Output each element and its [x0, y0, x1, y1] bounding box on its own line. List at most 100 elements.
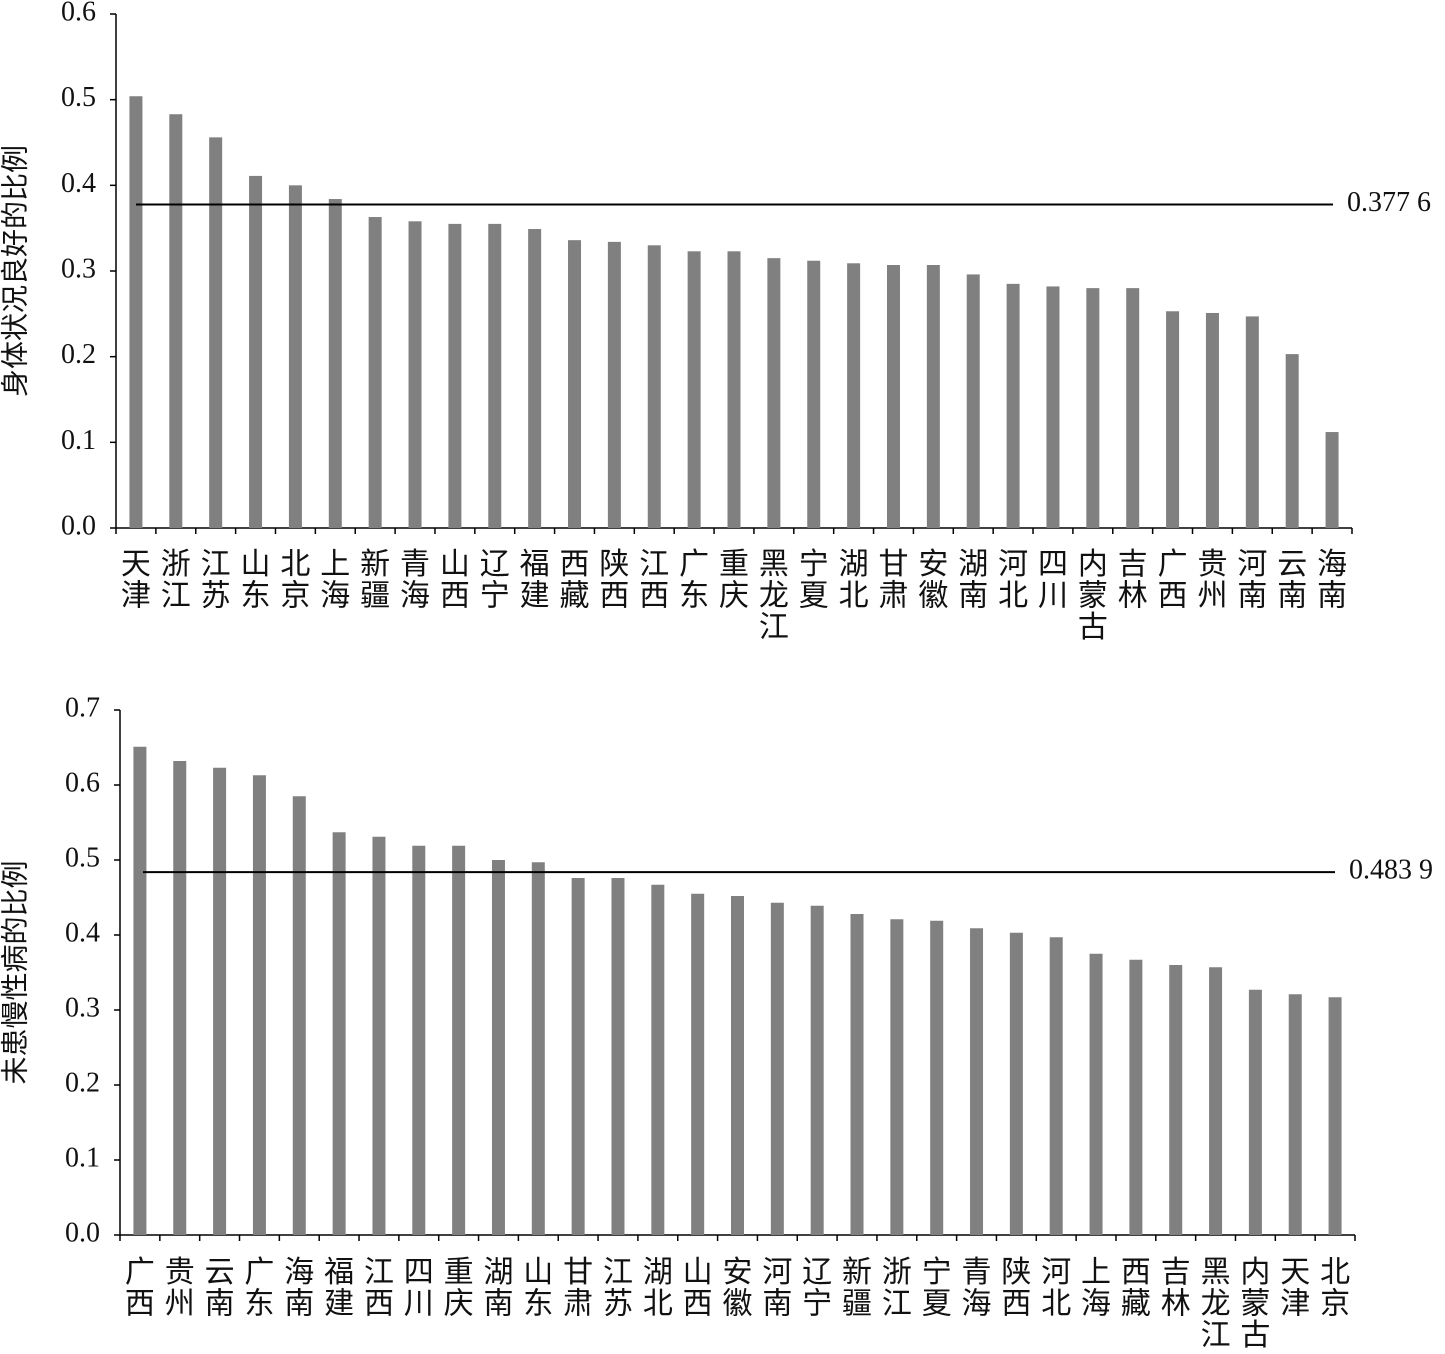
x-tick-label: 甘肃: [878, 548, 908, 613]
y-tick-label: 0.2: [65, 1067, 100, 1098]
bar: [412, 845, 426, 1235]
x-tick-label: 云南: [1277, 548, 1307, 613]
x-tick-label: 贵州: [165, 1256, 195, 1321]
bar: [1248, 989, 1262, 1235]
x-tick-label: 云南: [205, 1256, 235, 1321]
bar: [328, 199, 342, 529]
x-tick-label: 陕西: [599, 548, 629, 613]
x-tick-label: 上海: [320, 548, 350, 613]
x-tick-label: 广西: [1158, 548, 1188, 613]
x-tick-label: 安徽: [918, 548, 948, 613]
x-tick-label: 江苏: [201, 548, 231, 613]
x-tick-label: 湖南: [483, 1256, 513, 1321]
x-tick-label: 辽宁: [802, 1256, 832, 1321]
y-tick-label: 0.3: [65, 992, 100, 1023]
x-tick-label: 河南: [762, 1256, 792, 1321]
x-tick-label: 河南: [1237, 548, 1267, 613]
bar: [687, 251, 701, 528]
y-tick-label: 0.6: [61, 0, 96, 27]
bar: [691, 893, 705, 1235]
bar: [1129, 959, 1143, 1235]
bar: [1325, 432, 1339, 528]
x-tick-label: 河北: [998, 548, 1028, 613]
bar: [332, 832, 346, 1235]
chart: 0.0 0.1 0.2 0.3 0.4 0.5 0.6 天津浙江江苏山东北京上海新疆青海山西辽…: [0, 0, 1431, 644]
bar: [452, 845, 466, 1235]
bar: [488, 223, 502, 528]
x-tick-label: 新疆: [360, 548, 390, 613]
bar: [886, 265, 900, 528]
bar: [209, 137, 223, 529]
x-tick-label: 江苏: [603, 1256, 633, 1321]
x-tick-label: 海南: [284, 1256, 314, 1321]
x-tick-label: 宁夏: [799, 548, 829, 613]
x-tick-label: 新疆: [842, 1256, 872, 1321]
bar: [810, 905, 824, 1235]
bar: [1245, 316, 1259, 528]
bar: [129, 96, 143, 529]
bar: [213, 767, 227, 1235]
y-tick-label: 0.5: [65, 842, 100, 873]
bar: [727, 251, 741, 528]
bar: [1126, 288, 1140, 528]
bar: [1086, 288, 1100, 528]
x-tick-label: 北京: [1320, 1256, 1350, 1321]
x-tick-label: 福建: [324, 1256, 354, 1321]
x-tick-label: 内蒙古: [1240, 1256, 1270, 1352]
x-tick-label: 湖南: [958, 548, 988, 613]
bar: [1009, 932, 1023, 1235]
bar: [970, 928, 984, 1235]
bar: [1209, 967, 1223, 1235]
bar: [1328, 997, 1342, 1235]
y-tick-label: 0.2: [61, 339, 96, 370]
x-tick-label: 浙江: [161, 548, 191, 613]
bar: [1049, 937, 1063, 1235]
y-tick-label: 0.1: [65, 1142, 100, 1173]
x-tick-label: 青海: [400, 548, 430, 613]
x-tick-label: 山西: [683, 1256, 713, 1321]
x-tick-label: 吉林: [1161, 1256, 1191, 1321]
x-tick-label: 山东: [523, 1256, 553, 1321]
bar: [647, 245, 661, 529]
bar: [1169, 965, 1183, 1235]
bar: [890, 919, 904, 1235]
y-axis-label: 身体状况良好的比例: [0, 145, 31, 397]
bar: [252, 775, 266, 1235]
bar: [1089, 953, 1103, 1235]
x-tick-label: 福建: [520, 548, 550, 613]
bar: [607, 241, 621, 528]
x-tick-label: 西藏: [560, 548, 590, 613]
bar: [173, 761, 187, 1235]
y-tick-label: 0.4: [65, 917, 100, 948]
x-tick-label: 内蒙古: [1078, 548, 1108, 644]
x-tick-label: 北京: [280, 548, 310, 613]
x-tick-label: 宁夏: [922, 1256, 952, 1321]
bar: [847, 263, 861, 528]
bar: [571, 878, 585, 1235]
reference-label: 0.377 6: [1347, 187, 1431, 218]
x-tick-label: 西藏: [1121, 1256, 1151, 1321]
bar: [926, 265, 940, 528]
y-tick-label: 0.4: [61, 168, 96, 199]
x-tick-label: 湖北: [643, 1256, 673, 1321]
bar: [1166, 311, 1180, 528]
reference-label: 0.483 9: [1349, 854, 1433, 885]
bar: [448, 223, 462, 528]
bar: [249, 175, 263, 528]
bar: [368, 217, 382, 528]
x-tick-label: 上海: [1081, 1256, 1111, 1321]
x-tick-label: 重庆: [444, 1256, 474, 1321]
bar: [292, 796, 306, 1235]
x-tick-label: 江西: [364, 1256, 394, 1321]
bar: [770, 902, 784, 1235]
chart: 0.0 0.1 0.2 0.3 0.4 0.5 0.6 0.7 广西贵州云南广东海南福建江西四川…: [0, 692, 1433, 1351]
bar: [731, 896, 744, 1235]
y-tick-label: 0.0: [61, 510, 96, 541]
x-tick-label: 天津: [121, 548, 151, 613]
bar: [966, 274, 980, 528]
x-tick-label: 青海: [962, 1256, 992, 1321]
y-axis-label: 未患慢性病的比例: [0, 860, 31, 1084]
x-tick-label: 浙江: [882, 1256, 912, 1321]
x-tick-label: 安徽: [723, 1256, 753, 1321]
